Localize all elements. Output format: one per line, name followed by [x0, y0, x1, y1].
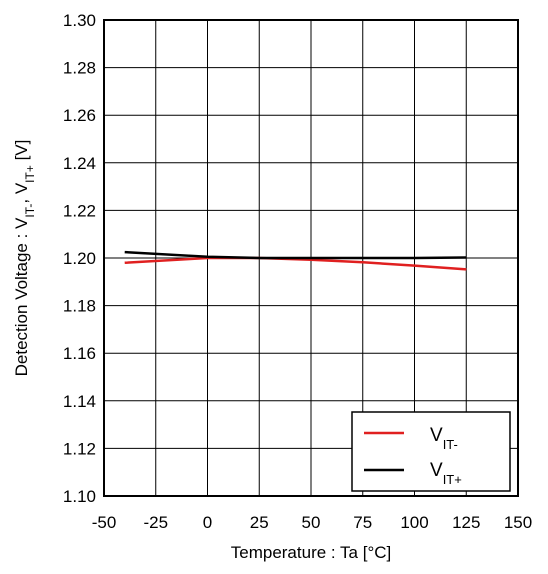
legend-box	[351, 411, 511, 492]
y-tick-label: 1.18	[63, 297, 96, 316]
x-tick-labels: -50 -25 0 25 50 75 100 125 150	[92, 513, 532, 532]
x-tick-label: 125	[452, 513, 480, 532]
y-tick-label: 1.14	[63, 392, 96, 411]
x-tick-label: 50	[302, 513, 321, 532]
legend-label-vit-minus-sub: IT-	[443, 437, 458, 452]
legend-label-vit-plus-main: V	[430, 460, 443, 481]
legend-label-vit-plus: VIT+	[430, 460, 462, 487]
plot-frame	[103, 19, 519, 497]
y-tick-label: 1.26	[63, 106, 96, 125]
x-tick-label: -25	[143, 513, 168, 532]
y-tick-label: 1.22	[63, 201, 96, 220]
y-axis-label-main: Detection Voltage : V	[12, 217, 31, 376]
x-tick-label: 100	[400, 513, 428, 532]
y-tick-label: 1.20	[63, 249, 96, 268]
series-line-vit-plus	[124, 250, 467, 260]
y-axis-label-mid: , V	[12, 182, 31, 203]
x-tick-label: 25	[250, 513, 269, 532]
legend-label-vit-minus-main: V	[430, 425, 443, 446]
legend-label-vit-minus: VIT-	[430, 425, 458, 452]
y-tick-labels: 1.10 1.12 1.14 1.16 1.18 1.20 1.22 1.24 1.26 1.28…	[63, 11, 96, 506]
x-tick-label: -50	[92, 513, 117, 532]
legend: VIT- VIT+	[351, 411, 511, 492]
y-axis-label-sub2: IT+	[23, 165, 37, 183]
y-tick-label: 1.12	[63, 439, 96, 458]
x-axis-label: Temperature : Ta [°C]	[231, 543, 392, 562]
legend-label-vit-plus-sub: IT+	[443, 472, 462, 487]
y-tick-label: 1.16	[63, 344, 96, 363]
y-axis-label-sub1: IT-	[23, 204, 37, 218]
x-tick-label: 75	[353, 513, 372, 532]
y-tick-label: 1.24	[63, 154, 96, 173]
series-lines	[124, 250, 467, 271]
y-axis-label: Detection Voltage : VIT-, VIT+ [V]	[12, 140, 37, 377]
x-tick-label: 0	[203, 513, 212, 532]
y-tick-label: 1.10	[63, 487, 96, 506]
x-tick-label: 150	[504, 513, 532, 532]
y-tick-label: 1.30	[63, 11, 96, 30]
y-axis-label-tail: [V]	[12, 140, 31, 166]
y-tick-label: 1.28	[63, 59, 96, 78]
